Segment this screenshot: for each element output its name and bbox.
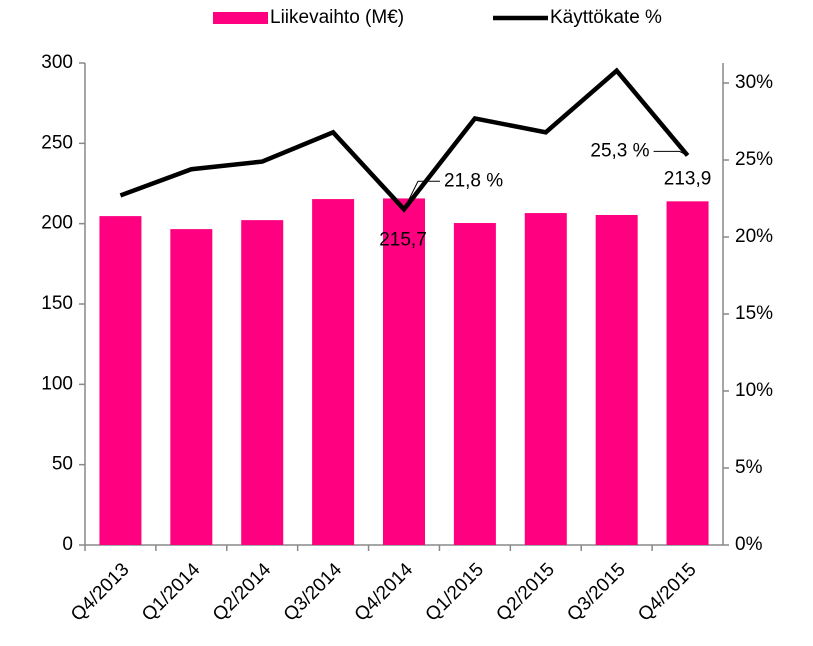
y2-tick-label: 5% <box>735 457 763 478</box>
y-tick-label: 0 <box>62 534 73 555</box>
x-tick-label: Q2/2015 <box>492 559 558 625</box>
bar <box>99 216 142 545</box>
bar <box>170 229 213 545</box>
leader-line <box>653 150 688 156</box>
bar <box>666 201 709 546</box>
line <box>119 67 690 213</box>
legend-label: Käyttökate % <box>550 7 662 28</box>
legend-label: Liikevaihto (M€) <box>270 7 404 28</box>
data-label: 25,3 % <box>590 140 649 161</box>
x-tick-label: Q1/2014 <box>138 559 205 626</box>
y-tick-label: 200 <box>41 213 73 234</box>
y-tick-label: 250 <box>41 132 73 153</box>
bar <box>453 223 496 546</box>
data-label: 21,8 % <box>444 170 503 191</box>
bar <box>595 214 638 545</box>
bar <box>312 199 355 546</box>
y-tick-label: 300 <box>41 52 73 73</box>
y-tick-label: 150 <box>41 293 73 314</box>
x-tick-label: Q3/2014 <box>280 559 347 626</box>
y2-tick-label: 20% <box>735 226 773 247</box>
data-label: 213,9 <box>664 168 712 189</box>
y2-tick-label: 0% <box>735 534 763 555</box>
x-tick-label: Q2/2014 <box>209 559 276 626</box>
x-tick-label: Q4/2013 <box>67 559 133 625</box>
data-label: 215,7 <box>379 229 427 250</box>
y-tick-label: 50 <box>52 454 73 475</box>
x-tick-label: Q4/2015 <box>634 559 700 625</box>
bar <box>524 213 567 545</box>
y2-tick-label: 10% <box>735 380 773 401</box>
x-tick-label: Q4/2014 <box>351 559 418 626</box>
bar <box>241 220 284 545</box>
legend-swatch <box>213 12 268 24</box>
y-tick-label: 100 <box>41 373 73 394</box>
leader-line <box>403 180 440 210</box>
bar <box>383 198 425 545</box>
y2-tick-label: 15% <box>735 303 773 324</box>
x-tick-label: Q1/2015 <box>422 559 488 625</box>
y2-tick-label: 25% <box>735 149 773 170</box>
x-tick-label: Q3/2015 <box>563 559 629 625</box>
y2-tick-label: 30% <box>735 72 773 93</box>
